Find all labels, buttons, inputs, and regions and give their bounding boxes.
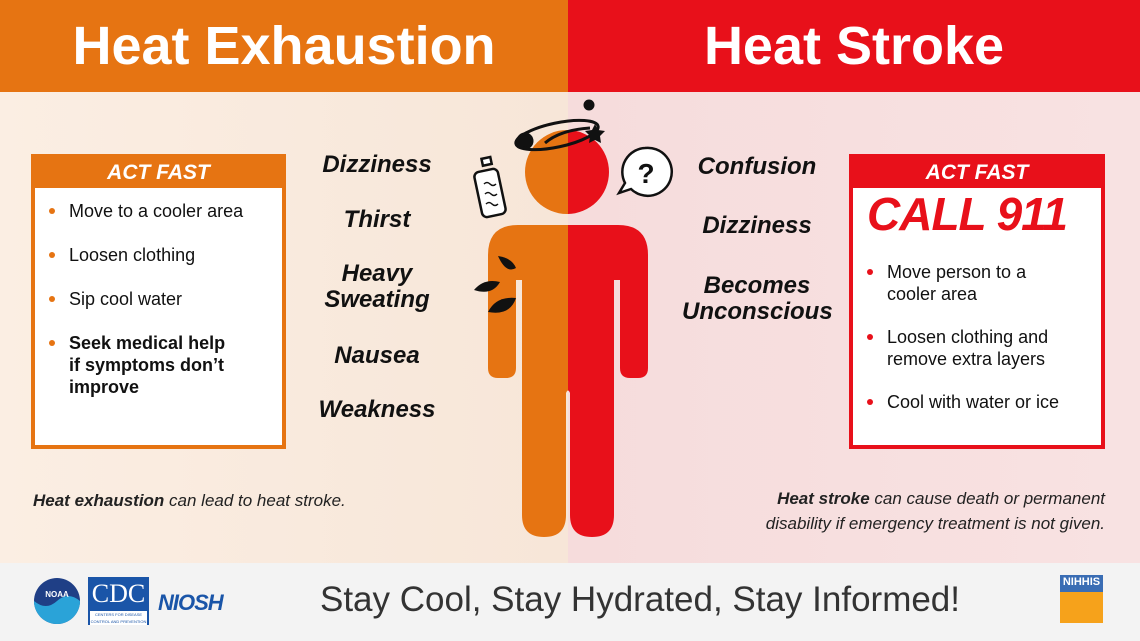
action-item: Loosen clothing and remove extra layers [853, 326, 1063, 370]
heat-exhaustion-title: Heat Exhaustion [0, 0, 568, 92]
action-item: Loosen clothing [35, 244, 282, 266]
symptom: Confusion [697, 153, 817, 180]
sweat-drops-icon [474, 256, 516, 313]
footer [0, 563, 1140, 641]
act-fast-header: ACT FAST [35, 158, 282, 188]
action-item: Move person to a cooler area [853, 261, 1043, 305]
note-text: can lead to heat stroke. [164, 491, 346, 510]
symptom: Heavy Sweating [324, 260, 430, 313]
symptom: Dizziness [322, 151, 432, 178]
action-item: Cool with water or ice [853, 391, 1101, 413]
symptom: Weakness [318, 396, 436, 423]
note-text: can cause death or permanent disability … [765, 489, 1105, 533]
heat-stroke-title: Heat Stroke [568, 0, 1140, 92]
question-bubble-icon: ? [616, 146, 674, 198]
svg-text:?: ? [637, 158, 654, 189]
dizzy-orbit-icon [514, 99, 605, 152]
stroke-act-fast-box: ACT FAST CALL 911 Move person to a coole… [849, 154, 1105, 449]
symptom: Thirst [343, 206, 411, 233]
exhaustion-act-fast-box: ACT FAST Move to a cooler area Loosen cl… [31, 154, 286, 449]
action-item: Seek medical help if symptoms don’t impr… [35, 332, 235, 398]
water-bottle-icon [473, 155, 507, 219]
stroke-note: Heat stroke can cause death or permanent… [720, 486, 1105, 536]
tagline: Stay Cool, Stay Hydrated, Stay Informed! [319, 580, 960, 619]
call-911: CALL 911 [867, 188, 1068, 240]
nihhis-logo: NIHHIS [1060, 575, 1103, 623]
action-item: Move to a cooler area [35, 200, 282, 222]
symptom: Dizziness [702, 212, 812, 239]
cdc-logo: CDC CENTERS FOR DISEASE CONTROL AND PREV… [88, 577, 149, 625]
symptom: Becomes Unconscious [682, 272, 833, 325]
note-bold: Heat exhaustion [33, 491, 165, 510]
svg-text:NOAA: NOAA [45, 590, 69, 599]
action-item: Sip cool water [35, 288, 282, 310]
exhaustion-note: Heat exhaustion can lead to heat stroke. [33, 491, 346, 511]
symptom: Nausea [334, 342, 420, 369]
niosh-logo: NIOSH [158, 590, 224, 615]
noaa-logo: NOAA [34, 578, 80, 624]
note-bold: Heat stroke [777, 489, 870, 508]
act-fast-header: ACT FAST [853, 158, 1101, 188]
